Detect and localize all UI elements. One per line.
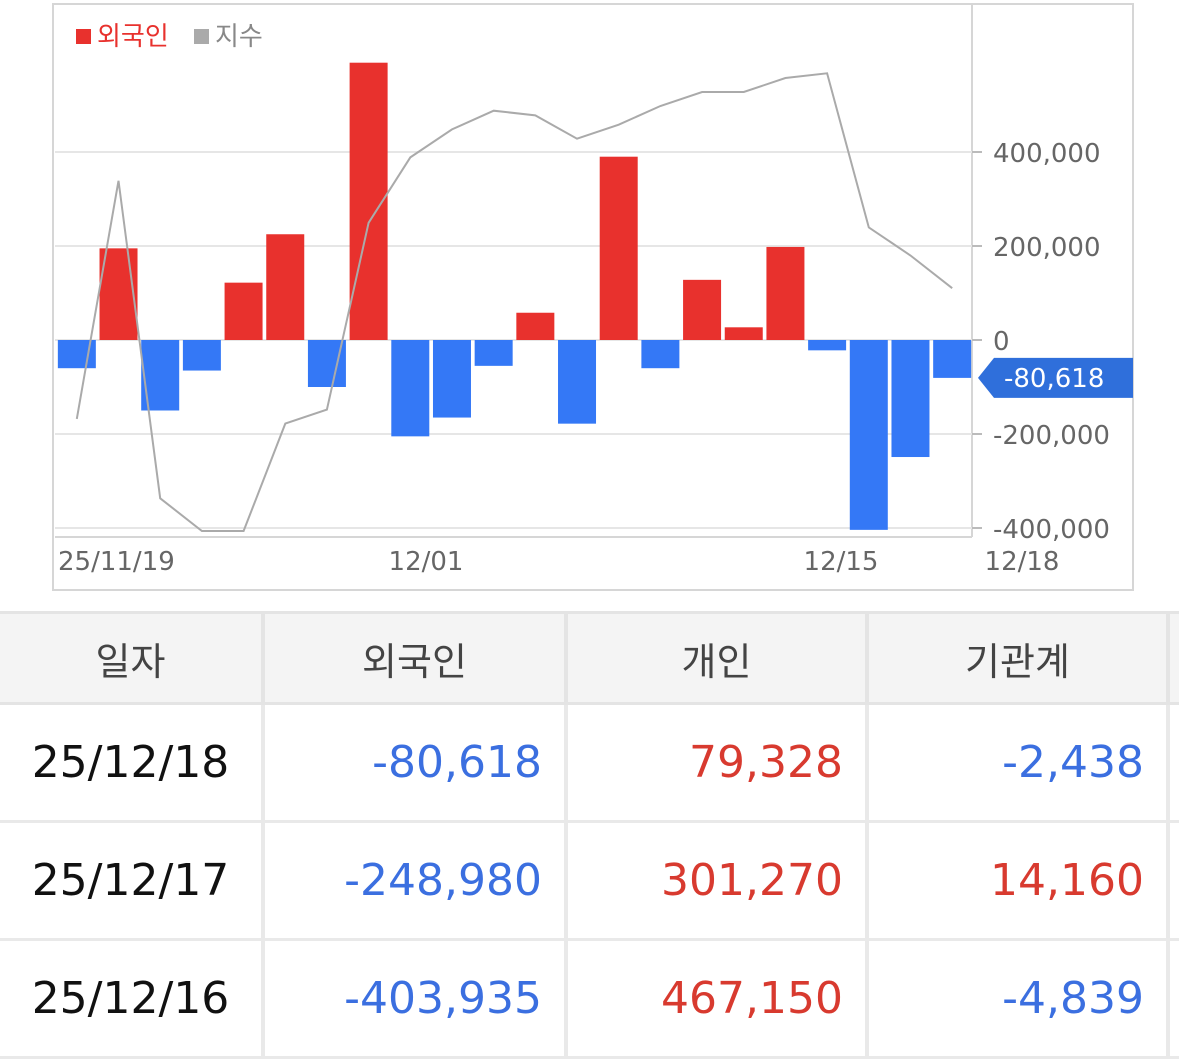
bar bbox=[99, 248, 138, 340]
bar bbox=[599, 156, 638, 340]
chart-area: 400,000 200,000 0 -200,000 -400,000 25/11/19 1… bbox=[52, 3, 1134, 591]
foreign-cell: -248,980 bbox=[263, 821, 568, 941]
bar bbox=[766, 246, 805, 340]
last-value-label: -80,618 bbox=[1004, 364, 1104, 394]
overflow-cell bbox=[1168, 939, 1179, 1059]
bar bbox=[474, 340, 513, 366]
table-row[interactable]: 25/12/17 -248,980 301,270 14,160 bbox=[0, 821, 1179, 941]
date-cell: 25/12/18 bbox=[0, 703, 265, 823]
bar bbox=[391, 340, 430, 437]
header-foreign[interactable]: 외국인 bbox=[263, 611, 568, 705]
individual-cell: 79,328 bbox=[566, 703, 869, 823]
foreign-cell: -403,935 bbox=[263, 939, 568, 1059]
bar bbox=[182, 340, 221, 371]
table-row[interactable]: 25/12/18 -80,618 79,328 -2,438 bbox=[0, 703, 1179, 823]
header-institution[interactable]: 기관계 bbox=[867, 611, 1170, 705]
trade-table: 일자 외국인 개인 기관계 25/12/18 -80,618 79,328 -2… bbox=[0, 611, 1179, 1059]
bar bbox=[849, 340, 888, 530]
individual-cell: 301,270 bbox=[566, 821, 869, 941]
foreign-investor-chart: 400,000 200,000 0 -200,000 -400,000 25/11/19 1… bbox=[52, 3, 1134, 591]
bar bbox=[641, 340, 680, 369]
foreign-cell: -80,618 bbox=[263, 703, 568, 823]
header-overflow bbox=[1168, 611, 1179, 705]
overflow-cell bbox=[1168, 703, 1179, 823]
bar bbox=[432, 340, 471, 418]
bar bbox=[516, 312, 555, 340]
date-cell: 25/12/17 bbox=[0, 821, 265, 941]
legend-label-index: 지수 bbox=[215, 22, 263, 52]
date-cell: 25/12/16 bbox=[0, 939, 265, 1059]
x-tick-label: 25/11/19 bbox=[58, 547, 175, 577]
y-tick-label: -200,000 bbox=[993, 421, 1110, 451]
index-line bbox=[75, 72, 953, 532]
last-value-callout bbox=[978, 357, 1133, 398]
legend-swatch-foreign bbox=[76, 29, 91, 44]
bar bbox=[724, 327, 763, 340]
individual-cell: 467,150 bbox=[566, 939, 869, 1059]
bar bbox=[808, 340, 847, 351]
legend-swatch-index bbox=[194, 29, 209, 44]
institution-cell: 14,160 bbox=[867, 821, 1170, 941]
bar bbox=[683, 279, 722, 340]
table-row[interactable]: 25/12/16 -403,935 467,150 -4,839 bbox=[0, 939, 1179, 1059]
bar bbox=[307, 340, 346, 387]
y-tick-label: -400,000 bbox=[993, 515, 1110, 545]
x-tick-label: 12/18 bbox=[985, 547, 1060, 577]
overflow-cell bbox=[1168, 821, 1179, 941]
x-tick-label: 12/01 bbox=[389, 547, 464, 577]
header-individual[interactable]: 개인 bbox=[566, 611, 869, 705]
bar bbox=[266, 234, 305, 340]
legend-label-foreign: 외국인 bbox=[97, 22, 169, 52]
y-tick-label: 200,000 bbox=[993, 233, 1101, 263]
bar bbox=[224, 282, 263, 340]
table-header-row: 일자 외국인 개인 기관계 bbox=[0, 611, 1179, 705]
x-tick-label: 12/15 bbox=[804, 547, 879, 577]
header-date[interactable]: 일자 bbox=[0, 611, 265, 705]
bar bbox=[933, 340, 972, 378]
bar bbox=[558, 340, 597, 424]
institution-cell: -4,839 bbox=[867, 939, 1170, 1059]
y-tick-label: 0 bbox=[993, 327, 1010, 357]
institution-cell: -2,438 bbox=[867, 703, 1170, 823]
y-tick-label: 400,000 bbox=[993, 139, 1101, 169]
bar bbox=[891, 340, 930, 458]
